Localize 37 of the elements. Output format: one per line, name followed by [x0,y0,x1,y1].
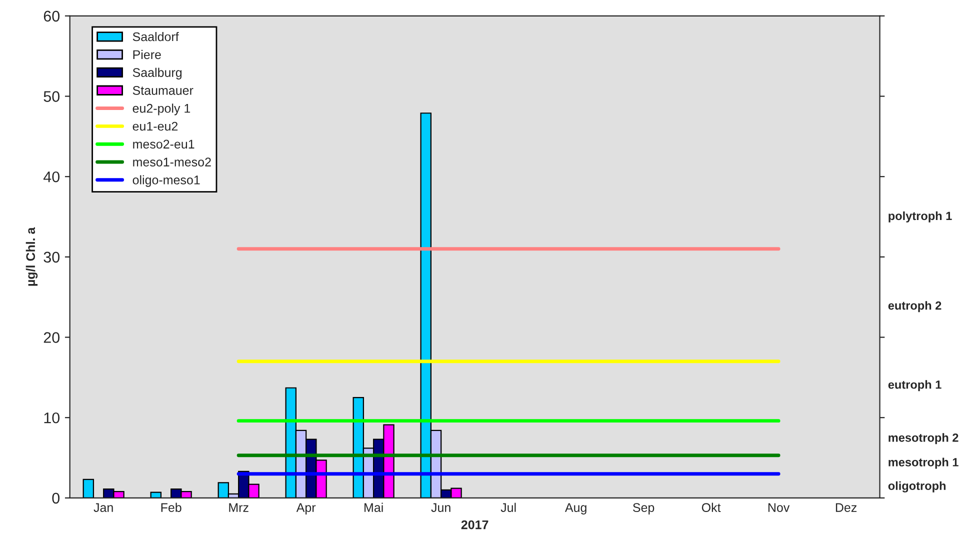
y-tick-label: 50 [44,91,60,102]
x-tick-label: Jan [94,503,113,512]
legend-label: oligo-meso1 [132,175,200,187]
text: eutroph 1 [888,380,942,392]
legend-label: meso1-meso2 [133,158,211,166]
text: mesotroph 1 [888,458,958,469]
text: oligotroph [888,481,946,492]
x-tick-label: Okt [702,502,721,512]
x-tick-label: Nov [768,503,790,512]
legend-label: Piere [133,50,161,60]
x-tick-label: Jul [500,502,516,512]
legend-label: eu1-eu2 [132,122,178,131]
y-tick-label: 60 [44,10,60,22]
y-tick-label: 0 [52,492,60,504]
y-tick-label: 20 [44,332,60,343]
x-tick-label: Mrz [229,503,248,512]
legend-label: meso2-eu1 [133,140,194,149]
y-tick-label: 10 [44,412,60,424]
text: eutroph 2 [888,301,942,312]
legend-label: Saalburg [132,68,182,80]
x-tick-label: Aug [564,503,586,514]
x-tick-label: Sep [633,503,654,514]
legend-label: eu2-poly 1 [132,104,190,116]
x-tick-label: Apr [296,503,316,514]
y-tick-label: 40 [43,171,60,182]
legend-label: Saaldorf [132,32,179,42]
legend-label: Staumauer [132,86,194,95]
bar [82,478,94,498]
y-axis-title: µg/l Chl. a [26,227,38,286]
x-tick-label: Feb [161,502,182,512]
x-tick-label: Dez [836,503,857,512]
text: polytroph 1 [888,211,952,222]
x-axis-title: 2017 [461,520,488,530]
x-tick-label: Jun [431,503,450,512]
y-tick-label: 30 [44,252,60,263]
x-tick-label: Mai [364,502,383,512]
text: mesotroph 2 [888,433,958,444]
